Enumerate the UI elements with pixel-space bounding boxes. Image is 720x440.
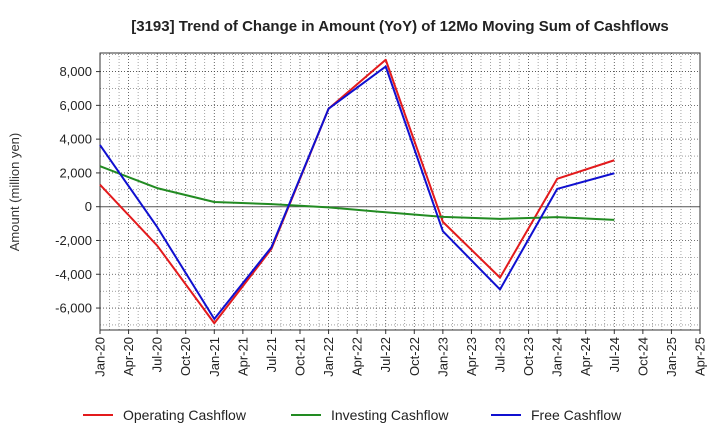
x-tick-label: Jan-25 (664, 337, 679, 377)
y-tick-label: 4,000 (59, 132, 92, 147)
x-tick-label: Oct-24 (635, 337, 650, 376)
x-tick-label: Apr-25 (693, 337, 708, 376)
y-tick-label: -2,000 (55, 233, 92, 248)
y-axis-label: Amount (million yen) (7, 133, 22, 252)
chart-title: [3193] Trend of Change in Amount (YoY) o… (131, 18, 669, 35)
y-tick-label: 6,000 (59, 98, 92, 113)
x-tick-label: Oct-23 (521, 337, 536, 376)
x-tick-label: Jan-21 (207, 337, 222, 377)
y-tick-label: -4,000 (55, 267, 92, 282)
x-tick-label: Jan-23 (435, 337, 450, 377)
y-tick-label: 0 (85, 199, 92, 214)
x-tick-label: Oct-21 (293, 337, 308, 376)
x-tick-label: Oct-20 (178, 337, 193, 376)
x-tick-label: Apr-22 (350, 337, 365, 376)
x-tick-label: Jan-22 (321, 337, 336, 377)
legend-label-free-cashflow: Free Cashflow (531, 407, 622, 423)
x-tick-label: Apr-20 (121, 337, 136, 376)
legend: Operating Cashflow Investing Cashflow Free… (83, 407, 622, 423)
x-tick-label: Jul-23 (493, 337, 508, 372)
x-tick-label: Jul-20 (150, 337, 165, 372)
x-tick-label: Jan-20 (93, 337, 108, 377)
x-tick-label: Apr-24 (578, 337, 593, 376)
x-tick-label: Jul-21 (264, 337, 279, 372)
x-tick-label: Oct-22 (407, 337, 422, 376)
x-tick-label: Jul-22 (378, 337, 393, 372)
y-tick-label: 2,000 (59, 165, 92, 180)
plot-frame (99, 52, 701, 331)
series-line-operating-cashflow (99, 58, 615, 325)
x-tick-label: Jan-24 (550, 337, 565, 377)
x-tick-label: Apr-21 (235, 337, 250, 376)
series-line-investing-cashflow (99, 165, 615, 221)
y-tick-label: -6,000 (55, 301, 92, 316)
series-line-free-cashflow (99, 65, 615, 321)
legend-label-operating-cashflow: Operating Cashflow (123, 407, 247, 423)
y-tick-label: 8,000 (59, 64, 92, 79)
legend-label-investing-cashflow: Investing Cashflow (331, 407, 449, 423)
plot-area: -6,000 -4,000 -2,000 0 2,000 4,000 6,000 8,000 J… (55, 52, 708, 377)
x-tick-label: Jul-24 (607, 337, 622, 372)
plot-background (100, 53, 700, 330)
x-tick-label: Apr-23 (464, 337, 479, 376)
